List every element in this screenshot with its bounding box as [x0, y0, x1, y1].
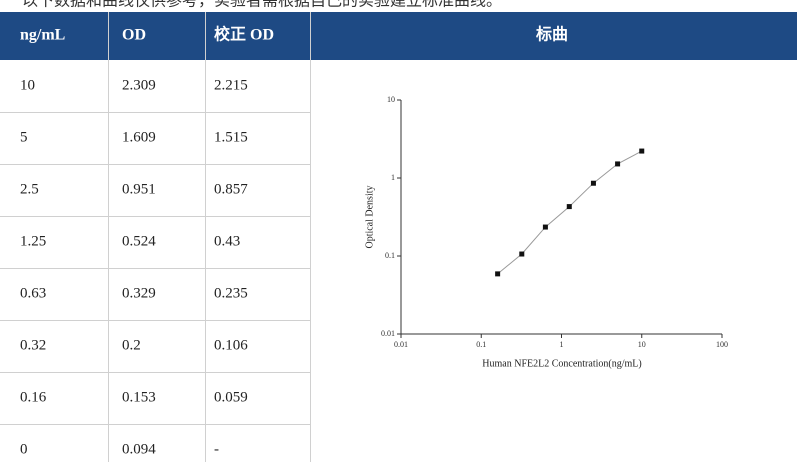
table-grid	[108, 12, 311, 462]
header-cell: ng/mL	[20, 27, 65, 44]
x-tick-label: 0.01	[394, 340, 408, 349]
point	[519, 251, 525, 257]
point	[590, 180, 596, 186]
point	[615, 161, 621, 167]
cell: 0.329	[122, 285, 156, 301]
cell: 0.094	[122, 441, 156, 457]
cell: 1.25	[20, 233, 46, 249]
y-tick-label: 10	[387, 95, 395, 104]
y-axis-label: Optical Density	[364, 185, 375, 248]
chart: Human NFE2L2 Concentration(ng/mL) Optica…	[364, 95, 728, 369]
cell: 0.63	[20, 285, 46, 301]
cell: 1.609	[122, 129, 156, 145]
x-tick-label: 0.1	[476, 340, 486, 349]
cell: 0.524	[122, 233, 156, 249]
cell: 2.309	[122, 77, 156, 93]
note: 以下数据和曲线仅供参考，实验者需根据自己的实验建立标准曲线。	[22, 0, 502, 10]
y-tick-label: 0.1	[385, 251, 395, 260]
cell: 0.2	[122, 337, 141, 353]
fit-curve	[497, 150, 643, 275]
cell: 0	[20, 441, 28, 457]
x-axis-label: Human NFE2L2 Concentration(ng/mL)	[482, 358, 641, 369]
header-cell: 校正 OD	[214, 25, 274, 44]
table-body: 10 2.309 2.215 5 1.609 1.515 2.5 0.951 0.857 1.25…	[0, 77, 310, 457]
x-tick-label: 100	[716, 340, 728, 349]
header-cell: OD	[122, 27, 146, 44]
cell: 2.215	[214, 77, 248, 93]
cell: -	[214, 441, 219, 457]
cell: 2.5	[20, 181, 39, 197]
cell: 0.43	[214, 233, 240, 249]
cell: 0.235	[214, 285, 248, 301]
point	[566, 204, 572, 210]
y-tick-label: 1	[391, 173, 395, 182]
point	[542, 224, 548, 230]
cell: 0.32	[20, 337, 46, 353]
x-tick-label: 1	[560, 340, 564, 349]
cell: 0.951	[122, 181, 156, 197]
cell: 0.153	[122, 389, 156, 405]
cell: 5	[20, 129, 28, 145]
cell: 10	[20, 77, 35, 93]
cell: 1.515	[214, 129, 248, 145]
cell: 0.059	[214, 389, 248, 405]
table-header	[0, 12, 797, 60]
point	[639, 148, 645, 154]
y-tick-label: 0.01	[381, 329, 395, 338]
cell: 0.16	[20, 389, 47, 405]
x-tick-label: 10	[638, 340, 646, 349]
header-cell: 标曲	[535, 26, 568, 44]
cell: 0.857	[214, 181, 248, 197]
cell: 0.106	[214, 337, 248, 353]
point	[495, 271, 501, 277]
